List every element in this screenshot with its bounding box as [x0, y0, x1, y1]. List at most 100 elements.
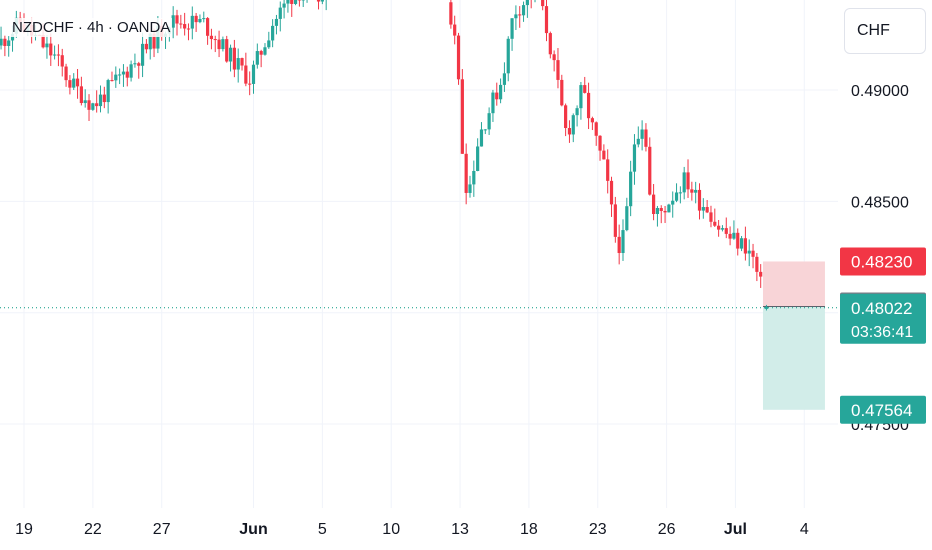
- candle-up: [674, 192, 679, 201]
- candle-down: [686, 172, 690, 190]
- candle-down: [751, 250, 755, 257]
- time-tick-label: 26: [658, 521, 676, 538]
- candle-up: [476, 146, 480, 171]
- candle-down: [49, 43, 53, 56]
- candle-down: [213, 39, 217, 41]
- candle-down: [244, 65, 248, 84]
- candle-down: [290, 0, 294, 4]
- time-tick-label: 4: [800, 521, 809, 538]
- candle-down: [64, 66, 68, 81]
- candle-down: [316, 0, 321, 2]
- stop-loss-zone[interactable]: [762, 261, 825, 307]
- time-tick-label: 22: [84, 521, 102, 538]
- candle-down: [194, 15, 198, 23]
- candle-down: [644, 129, 648, 147]
- candle-down: [41, 34, 45, 48]
- symbol-title[interactable]: NZDCHF · 4h · OANDA: [10, 18, 173, 37]
- candle-up: [621, 230, 625, 254]
- candle-down: [690, 189, 694, 193]
- candle-up: [278, 7, 282, 19]
- candle-down: [175, 15, 179, 24]
- candle-down: [56, 54, 61, 56]
- candle-down: [449, 2, 453, 25]
- take-profit-zone[interactable]: [762, 306, 825, 410]
- candle-up: [156, 25, 160, 49]
- candle-down: [659, 208, 663, 211]
- candle-up: [98, 94, 103, 107]
- time-tick-label: 10: [382, 521, 400, 538]
- candle-up: [655, 208, 660, 215]
- target-price-tag: 0.47564: [851, 401, 912, 420]
- candle-down: [240, 58, 244, 66]
- time-tick-label: 13: [451, 521, 469, 538]
- candle-down: [609, 180, 614, 205]
- candle-down: [602, 150, 606, 160]
- candle-up: [228, 47, 233, 62]
- target-price-tag-bg: [840, 395, 926, 424]
- candle-up: [263, 47, 267, 55]
- position-zones[interactable]: [762, 261, 825, 410]
- candle-down: [232, 47, 236, 70]
- candle-up: [625, 206, 629, 231]
- candle-up: [114, 74, 118, 81]
- candle-up: [198, 18, 202, 23]
- candle-up: [483, 129, 487, 131]
- candle-up: [472, 170, 476, 185]
- candle-down: [87, 100, 91, 110]
- time-tick-label: 19: [15, 521, 33, 538]
- candle-up: [255, 51, 259, 65]
- bar-countdown: 03:36:41: [851, 324, 913, 341]
- candle-down: [68, 80, 72, 88]
- candle-up: [764, 306, 769, 309]
- candle-up: [678, 192, 682, 194]
- candle-up: [171, 15, 175, 28]
- candle-down: [152, 33, 156, 49]
- candle-up: [293, 0, 298, 4]
- candle-up: [701, 207, 705, 211]
- candle-down: [541, 0, 545, 7]
- candle-down: [144, 43, 148, 50]
- candle-down: [583, 85, 587, 93]
- candle-down: [705, 207, 709, 213]
- candle-up: [236, 58, 240, 70]
- stop-price-tag-bg: [840, 247, 926, 276]
- candle-up: [83, 100, 87, 104]
- candle-up: [571, 115, 575, 135]
- candle-up: [671, 200, 675, 205]
- time-tick-label: Jul: [724, 521, 747, 538]
- candle-down: [186, 28, 191, 30]
- candle-up: [468, 184, 472, 193]
- candle-up: [525, 0, 529, 6]
- candle-down: [248, 83, 252, 85]
- candle-down: [728, 233, 732, 239]
- candle-down: [544, 6, 549, 34]
- candle-up: [502, 73, 507, 85]
- current-price-tag: 0.48022: [851, 299, 912, 318]
- candle-up: [667, 204, 671, 213]
- current-price-tag-bg: [840, 293, 926, 344]
- candle-down: [755, 256, 759, 272]
- candle-down: [648, 146, 652, 195]
- candle-down: [556, 60, 560, 80]
- candle-down: [456, 35, 461, 80]
- candle-down: [598, 135, 602, 151]
- candle-up: [0, 38, 3, 46]
- candle-up: [271, 25, 275, 41]
- currency-label: CHF: [857, 22, 890, 39]
- candle-down: [651, 194, 656, 215]
- time-axis[interactable]: 19 22 27 Jun 5 10 13 18 23 26 Jul 4: [15, 521, 809, 538]
- candle-down: [75, 78, 80, 87]
- candle-down: [179, 23, 183, 25]
- candle-down: [713, 221, 717, 226]
- candle-up: [53, 54, 57, 56]
- candle-up: [221, 39, 225, 50]
- currency-button[interactable]: CHF: [844, 8, 926, 54]
- time-tick-label: 5: [318, 521, 327, 538]
- candle-up: [506, 38, 510, 74]
- time-tick-label: 27: [153, 521, 171, 538]
- candle-down: [60, 55, 64, 67]
- candle-up: [10, 33, 15, 41]
- candle-up: [579, 85, 583, 109]
